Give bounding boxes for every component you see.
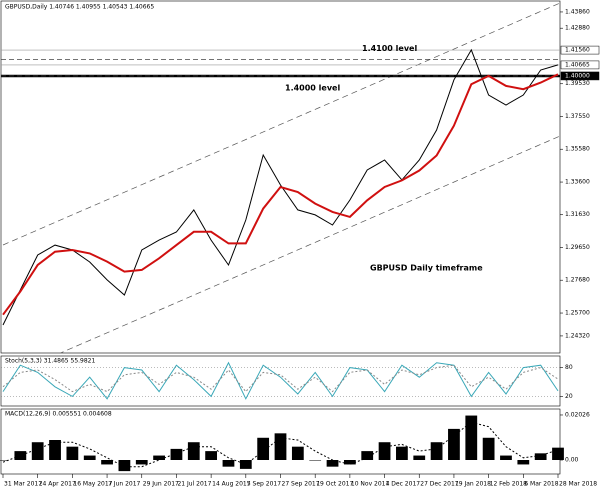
bar — [413, 455, 426, 460]
price-label-box — [560, 71, 600, 81]
x-tick-label: 21 Jul 2017 — [177, 481, 211, 488]
bar — [552, 447, 564, 460]
x-tick-label: 27 Dec 2017 — [420, 481, 459, 488]
bar — [14, 451, 27, 460]
bar — [378, 442, 391, 460]
channel-lower — [59, 135, 560, 353]
y-tick-label: 1.43860 — [565, 8, 590, 15]
stoch-title: Stoch(5,3,3) 31.4865 55.9821 — [5, 358, 96, 365]
bar — [534, 453, 547, 460]
bar — [170, 448, 183, 460]
x-tick-label: 7 Jun 2017 — [108, 481, 140, 488]
annotation: GBPUSD Daily timeframe — [370, 264, 483, 273]
x-tick-label: 10 Nov 2017 — [351, 481, 390, 488]
bar — [326, 460, 339, 467]
bar — [500, 455, 512, 460]
y-tick-label: 1.37550 — [565, 113, 590, 120]
bar — [66, 446, 79, 460]
y-tick-label: 1.25700 — [565, 310, 590, 317]
x-tick-label: 28 Mar 2018 — [559, 481, 597, 488]
bar — [430, 442, 443, 460]
bar — [448, 428, 460, 460]
channel-upper — [2, 2, 560, 246]
bar — [257, 437, 270, 460]
chart-title: GBPUSD,Daily 1.40746 1.40955 1.40543 1.4… — [5, 4, 154, 11]
x-tick-label: 16 May 2017 — [73, 481, 112, 488]
x-tick-label: 5 Sep 2017 — [247, 481, 281, 488]
y-tick-label: 1.39530 — [565, 80, 590, 87]
y-tick-label: 20 — [565, 393, 573, 400]
bar — [0, 460, 9, 461]
annotation: 1.4000 level — [285, 83, 340, 92]
bar — [361, 451, 374, 460]
y-tick-label: 1.27680 — [565, 277, 590, 284]
bar — [274, 433, 287, 460]
x-tick-label: 14 Aug 2017 — [212, 481, 251, 488]
y-tick-label: 0.02026 — [565, 411, 590, 418]
macd-title: MACD(12,26,9) 0.005551 0.004608 — [5, 411, 112, 418]
bar — [83, 455, 96, 460]
bar — [482, 437, 495, 460]
x-tick-label: 19 Jan 2018 — [455, 481, 491, 488]
x-tick-label: 27 Sep 2017 — [282, 481, 320, 488]
y-tick-label: 0.00 — [565, 457, 579, 464]
x-tick-label: 24 Apr 2017 — [39, 481, 76, 488]
bar — [118, 460, 131, 472]
bar — [205, 451, 218, 460]
x-tick-label: 31 Mar 2017 — [4, 481, 42, 488]
y-tick-label: 1.31630 — [565, 211, 590, 218]
x-tick-label: 6 Mar 2018 — [524, 481, 558, 488]
series-line — [2, 361, 559, 400]
bar — [101, 460, 113, 465]
price-label: 1.40665 — [565, 61, 590, 68]
bar — [309, 460, 322, 461]
price-label-box — [560, 45, 600, 55]
bar — [153, 455, 165, 460]
y-tick-label: 1.33600 — [565, 179, 590, 186]
annotation: 1.4100 level — [362, 44, 417, 53]
bar — [343, 460, 356, 465]
series-line — [2, 73, 559, 316]
bar — [135, 460, 148, 465]
y-tick-label: 1.24320 — [565, 332, 590, 339]
series-line — [2, 48, 559, 326]
y-tick-label: 80 — [565, 364, 573, 371]
x-tick-label: 29 Jun 2017 — [143, 481, 179, 488]
series-line — [2, 421, 559, 468]
bar — [222, 460, 235, 467]
series-line — [2, 364, 559, 393]
bar — [291, 446, 304, 460]
bar — [396, 446, 408, 460]
bar — [49, 440, 61, 460]
stoch-panel — [0, 355, 561, 407]
bar — [187, 442, 200, 460]
y-tick-label: 1.29650 — [565, 244, 590, 251]
price-label: 1.40000 — [565, 72, 590, 79]
main-panel — [0, 0, 561, 354]
bar — [31, 442, 44, 460]
bar — [517, 460, 530, 465]
bar — [465, 415, 478, 460]
y-tick-label: 1.35580 — [565, 146, 590, 153]
price-label: 1.41560 — [565, 47, 590, 54]
price-label-box — [560, 60, 600, 70]
x-tick-label: 12 Feb 2018 — [490, 481, 528, 488]
x-tick-label: 4 Dec 2017 — [386, 481, 421, 488]
y-tick-label: 1.42880 — [565, 25, 590, 32]
x-tick-label: 19 Oct 2017 — [316, 481, 353, 488]
